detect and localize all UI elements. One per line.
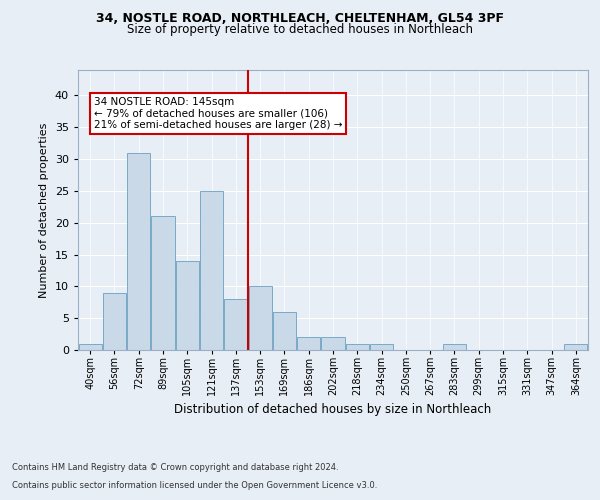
Bar [346,344,369,350]
Bar [79,344,101,350]
Bar [565,344,587,350]
Bar [273,312,296,350]
Text: 34, NOSTLE ROAD, NORTHLEACH, CHELTENHAM, GL54 3PF: 34, NOSTLE ROAD, NORTHLEACH, CHELTENHAM,… [96,12,504,26]
X-axis label: Distribution of detached houses by size in Northleach: Distribution of detached houses by size … [175,404,491,416]
Bar [443,344,466,350]
Bar [103,292,126,350]
Text: Contains HM Land Registry data © Crown copyright and database right 2024.: Contains HM Land Registry data © Crown c… [12,464,338,472]
Y-axis label: Number of detached properties: Number of detached properties [39,122,49,298]
Bar [297,338,320,350]
Text: 34 NOSTLE ROAD: 145sqm
← 79% of detached houses are smaller (106)
21% of semi-de: 34 NOSTLE ROAD: 145sqm ← 79% of detached… [94,96,342,130]
Bar [248,286,272,350]
Text: Contains public sector information licensed under the Open Government Licence v3: Contains public sector information licen… [12,481,377,490]
Text: Size of property relative to detached houses in Northleach: Size of property relative to detached ho… [127,22,473,36]
Bar [176,261,199,350]
Bar [224,299,247,350]
Bar [127,152,150,350]
Bar [200,191,223,350]
Bar [151,216,175,350]
Bar [322,338,344,350]
Bar [370,344,393,350]
